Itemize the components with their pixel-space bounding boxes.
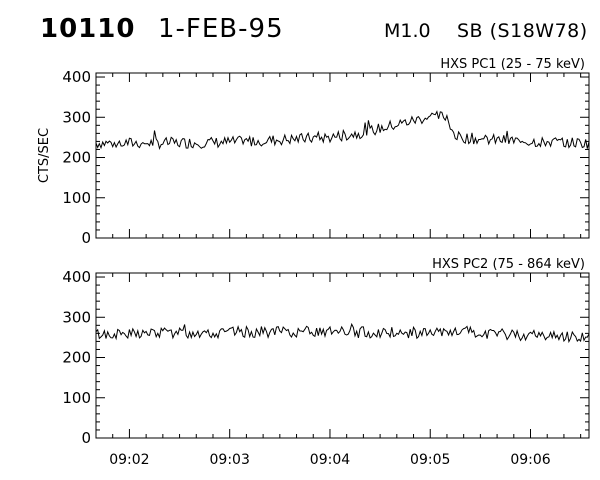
header-date: 1-FEB-95 <box>158 14 284 44</box>
y-tick-label: 400 <box>62 268 91 286</box>
y-tick-label: 200 <box>62 149 91 167</box>
x-tick-label: 09:05 <box>410 452 450 468</box>
y-axis-label: CTS/SEC <box>37 128 52 183</box>
x-tick-label: 09:02 <box>109 452 149 468</box>
chart-panel-1: HXS PC1 (25 - 75 keV) CTS/SEC 0 100 200 300 40… <box>37 57 590 247</box>
series-line <box>95 110 590 150</box>
header-event-id: 10110 <box>40 14 136 44</box>
x-tick-label: 09:06 <box>510 452 550 468</box>
plot-frame <box>95 272 590 439</box>
y-tick-label: 200 <box>62 349 91 367</box>
y-tick-label: 0 <box>81 429 91 447</box>
y-tick-label: 300 <box>62 108 91 126</box>
series-line <box>95 322 590 344</box>
x-tick-label: 09:04 <box>310 452 350 468</box>
chart-panel-2: HXS PC2 (75 - 864 keV) 0 100 200 300 400 09:02… <box>62 257 590 468</box>
panel-title: HXS PC1 (25 - 75 keV) <box>440 57 585 72</box>
y-tick-label: 100 <box>62 389 91 407</box>
panel-title: HXS PC2 (75 - 864 keV) <box>432 257 585 272</box>
header-location: SB (S18W78) <box>457 20 588 42</box>
x-tick-label: 09:03 <box>210 452 250 468</box>
plot-frame <box>95 72 590 239</box>
y-tick-label: 100 <box>62 189 91 207</box>
y-tick-label: 0 <box>81 229 91 247</box>
header-flare-class: M1.0 <box>384 20 431 42</box>
y-tick-label: 400 <box>62 68 91 86</box>
y-tick-label: 300 <box>62 308 91 326</box>
